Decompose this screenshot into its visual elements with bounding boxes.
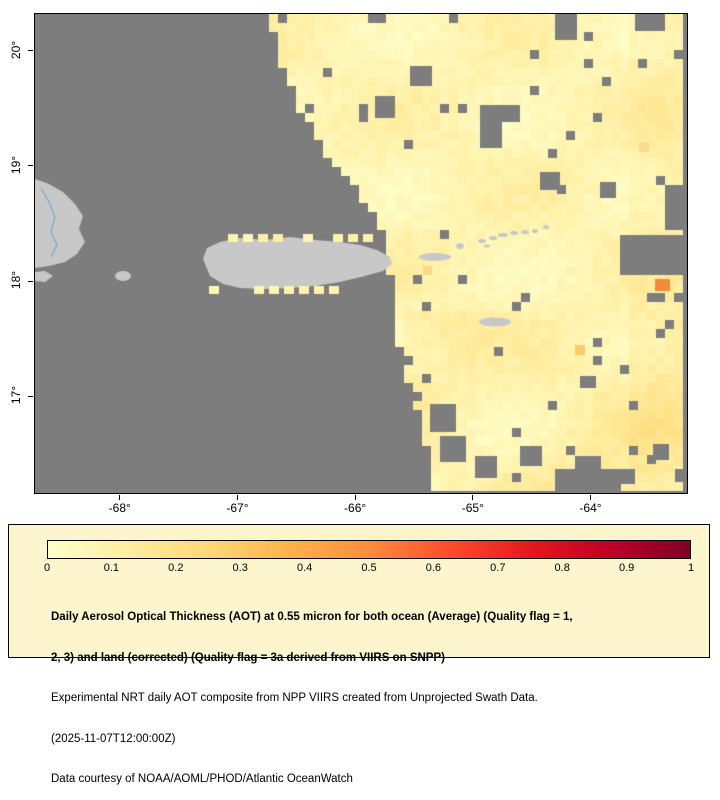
y-tick-mark <box>28 50 33 52</box>
colorbar-tick-label: 0 <box>43 562 51 574</box>
colorbar-tick-label: 0.4 <box>296 562 313 574</box>
colorbar-ticks: 0 0.1 0.2 0.3 0.4 0.5 0.6 0.7 0.8 0.9 1 <box>43 562 695 576</box>
y-tick-label: 19° <box>9 155 23 175</box>
caption-description: Experimental NRT daily AOT composite fro… <box>51 692 538 704</box>
x-tick-mark <box>354 495 356 500</box>
caption: Daily Aerosol Optical Thickness (AOT) at… <box>51 584 573 800</box>
x-tick-label: -67° <box>226 501 249 515</box>
colorbar-tick-label: 0.1 <box>103 562 120 574</box>
x-tick-label: -66° <box>344 501 367 515</box>
legend-panel: 0 0.1 0.2 0.3 0.4 0.5 0.6 0.7 0.8 0.9 1 Daily Aero… <box>8 524 710 785</box>
y-tick-mark <box>28 280 33 282</box>
caption-title-line2: 2, 3) and land (corrected) (Quality flag… <box>51 651 445 664</box>
colorbar-tick-label: 0.6 <box>425 562 442 574</box>
x-tick-label: -64° <box>579 501 602 515</box>
x-tick-label: -68° <box>108 501 131 515</box>
map-frame <box>34 13 688 494</box>
colorbar-gradient <box>48 541 690 558</box>
x-tick-mark <box>589 495 591 500</box>
caption-credit: Data courtesy of NOAA/AOML/PHOD/Atlantic… <box>51 773 353 785</box>
colorbar-tick-label: 0.7 <box>490 562 506 574</box>
y-tick-mark <box>28 165 33 167</box>
x-tick-mark <box>236 495 238 500</box>
colorbar-tick-label: 0.5 <box>361 562 377 574</box>
colorbar-tick-label: 0.2 <box>168 562 184 574</box>
caption-timestamp: (2025-11-07T12:00:00Z) <box>51 732 176 745</box>
x-tick-mark <box>472 495 474 500</box>
map-canvas <box>35 14 687 493</box>
x-tick-label: -65° <box>461 501 484 515</box>
y-tick-mark <box>28 395 33 397</box>
colorbar-tick-label: 1 <box>687 562 695 574</box>
y-tick-label: 20° <box>9 40 23 59</box>
colorbar-tick-label: 0.9 <box>618 562 635 574</box>
x-tick-mark <box>119 495 121 500</box>
y-tick-label: 17° <box>9 386 23 405</box>
colorbar-tick-label: 0.8 <box>554 562 570 574</box>
y-tick-label: 18° <box>9 271 23 290</box>
caption-title-line1: Daily Aerosol Optical Thickness (AOT) at… <box>51 611 573 623</box>
colorbar <box>47 540 691 559</box>
colorbar-tick-label: 0.3 <box>232 562 248 574</box>
